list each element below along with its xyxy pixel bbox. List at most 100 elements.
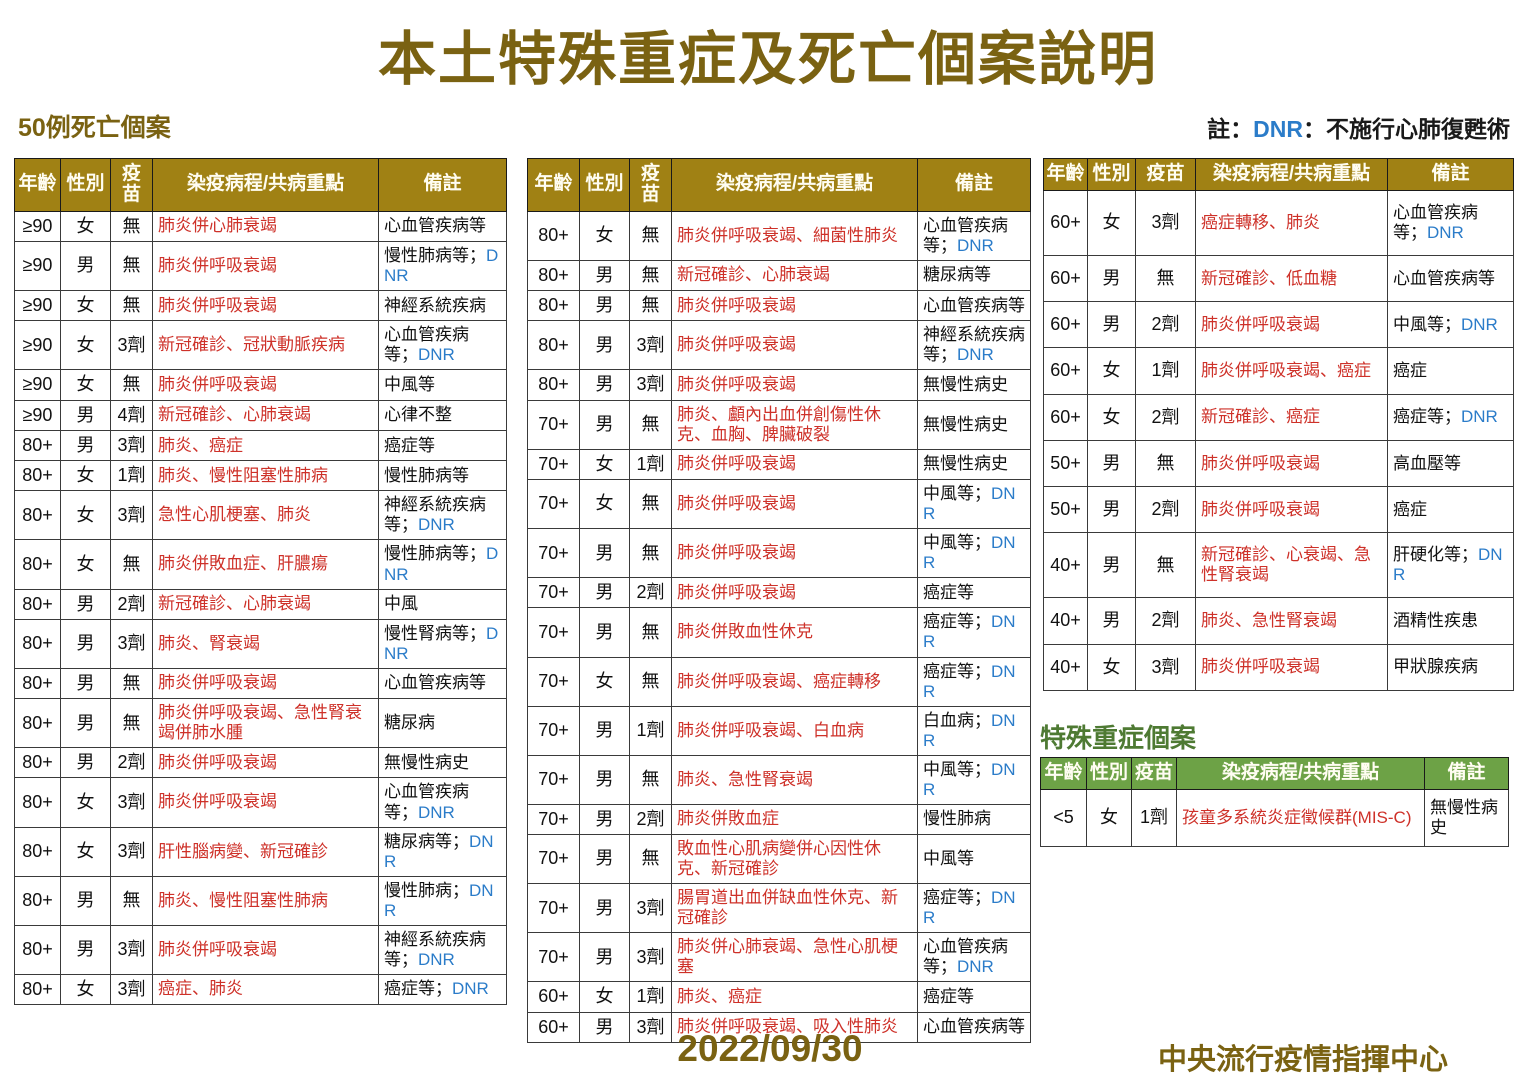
- table-row: 70+ 男 3劑 肺炎併心肺衰竭、急性心肌梗塞 心血管疾病等；DNR: [527, 932, 1031, 983]
- table-row: 60+ 女 1劑 肺炎併呼吸衰竭、癌症 癌症: [1043, 347, 1514, 395]
- course-cell: 肺炎、顱內出血併創傷性休克、血胸、脾臟破裂: [671, 399, 918, 450]
- note-cell: 癌症等: [917, 981, 1031, 1013]
- note-cell: 神經系統疾病: [378, 290, 507, 322]
- vaccine-cell: 無: [629, 754, 672, 805]
- vaccine-cell: 無: [110, 698, 153, 749]
- sex-cell: 女: [579, 478, 630, 530]
- course-cell: 肺炎併呼吸衰竭、白血病: [671, 705, 918, 756]
- sex-cell: 女: [60, 777, 111, 828]
- course-cell: 肺炎併呼吸衰竭: [1195, 439, 1388, 488]
- note-cell: 糖尿病: [378, 698, 507, 749]
- sex-cell: 女: [60, 973, 111, 1006]
- table-row: 70+ 男 2劑 肺炎併敗血症 慢性肺病: [527, 803, 1031, 836]
- age-cell: 40+: [1043, 532, 1088, 599]
- age-cell: 80+: [14, 747, 61, 779]
- note-cell: 慢性肺病: [917, 803, 1031, 836]
- course-cell: 肺炎併呼吸衰竭: [1195, 486, 1388, 534]
- sex-cell: 男: [1087, 439, 1136, 488]
- age-cell: 70+: [527, 656, 580, 707]
- age-cell: 60+: [1043, 301, 1088, 349]
- sex-cell: 男: [60, 618, 111, 669]
- dnr-note-prefix: 註：: [1207, 116, 1254, 142]
- course-cell: 肺炎併呼吸衰竭: [152, 290, 379, 322]
- course-cell: 肺炎併呼吸衰竭、吸入性肺炎: [671, 1011, 918, 1043]
- age-cell: 80+: [14, 539, 61, 590]
- age-cell: 70+: [527, 705, 580, 756]
- age-cell: 70+: [527, 932, 580, 983]
- age-cell: 70+: [527, 478, 580, 530]
- age-cell: 60+: [527, 1011, 580, 1043]
- course-cell: 癌症轉移、肺炎: [1195, 189, 1388, 256]
- course-cell: 肺炎併呼吸衰竭: [152, 777, 379, 828]
- table-row: ≥90 女無肺炎併心肺衰竭 心血管疾病等: [14, 210, 507, 243]
- note-cell: 無慢性病史: [917, 369, 1031, 401]
- vaccine-cell: 無: [1135, 439, 1196, 488]
- course-cell: 肺炎併呼吸衰竭: [1195, 301, 1388, 349]
- vaccine-cell: 3劑: [110, 618, 153, 669]
- dnr-label: DNR: [418, 802, 455, 822]
- table-row: 60+ 男 2劑 肺炎併呼吸衰竭 中風等；DNR: [1043, 301, 1514, 349]
- note-cell: 慢性肺病等；DNR: [378, 241, 507, 292]
- sex-cell: 男: [579, 577, 630, 609]
- course-cell: 新冠確診、低血糖: [1195, 254, 1388, 303]
- note-cell: 酒精性疾患: [1387, 597, 1514, 645]
- sex-cell: 女: [1087, 347, 1136, 395]
- vaccine-cell: 無: [110, 667, 153, 700]
- column-header: 備註: [378, 158, 507, 212]
- note-cell: 高血壓等: [1387, 439, 1514, 488]
- column-header: 染疫病程/共病重點: [1195, 158, 1388, 191]
- course-cell: 新冠確診、冠狀動脈疾病: [152, 320, 379, 371]
- age-cell: 80+: [527, 210, 580, 261]
- table-row: 50+ 男無肺炎併呼吸衰竭 高血壓等: [1043, 439, 1514, 488]
- course-cell: 肺炎併呼吸衰竭: [152, 747, 379, 779]
- death-table-middle: 年齡 性別 疫苗 染疫病程/共病重點 備註 80+ 女無肺炎併呼吸衰竭、細菌性肺炎 心血管疾病…: [527, 158, 1031, 1043]
- dnr-label: DNR: [923, 888, 1016, 928]
- sex-cell: 男: [579, 399, 630, 450]
- sex-cell: 男: [579, 754, 630, 805]
- note-cell: 無慢性病史: [917, 448, 1031, 481]
- course-cell: 肺炎、癌症: [671, 981, 918, 1013]
- course-cell: 肺炎併呼吸衰竭: [671, 577, 918, 609]
- course-cell: 肺炎併敗血性休克: [671, 607, 918, 658]
- table-row: 60+ 男 3劑 肺炎併呼吸衰竭、吸入性肺炎 心血管疾病等: [527, 1011, 1031, 1043]
- age-cell: 50+: [1043, 439, 1088, 488]
- column-header: 染疫病程/共病重點: [671, 158, 918, 212]
- vaccine-cell: 2劑: [629, 803, 672, 836]
- sex-cell: 女: [579, 981, 630, 1013]
- note-cell: 糖尿病等；DNR: [378, 826, 507, 877]
- vaccine-cell: 3劑: [110, 973, 153, 1006]
- note-cell: 中風等；DNR: [917, 754, 1031, 805]
- age-cell: 70+: [527, 399, 580, 450]
- course-cell: 肺炎併心肺衰竭、急性心肌梗塞: [671, 932, 918, 983]
- table-row: 70+ 男 1劑 肺炎併呼吸衰竭、白血病 白血病；DNR: [527, 705, 1031, 756]
- column-header: 染疫病程/共病重點: [1176, 757, 1425, 790]
- age-cell: 70+: [527, 803, 580, 836]
- course-cell: 肺炎併呼吸衰竭、急性腎衰竭併肺水腫: [152, 698, 379, 749]
- course-cell: 肺炎併呼吸衰竭: [152, 667, 379, 700]
- vaccine-cell: 3劑: [1135, 189, 1196, 256]
- note-cell: 癌症等；DNR: [1387, 393, 1514, 441]
- dnr-label: DNR: [923, 710, 1016, 750]
- age-cell: 80+: [14, 429, 61, 462]
- age-cell: 60+: [1043, 254, 1088, 303]
- course-cell: 肝性腦病變、新冠確診: [152, 826, 379, 877]
- note-cell: 心血管疾病等；DNR: [378, 320, 507, 371]
- table-row: 80+ 男 2劑 新冠確診、心肺衰竭 中風: [14, 588, 507, 620]
- vaccine-cell: 無: [110, 369, 153, 401]
- dnr-note: 註：DNR：不施行心肺復甦術: [1207, 110, 1510, 144]
- age-cell: 80+: [14, 618, 61, 669]
- table-row: 40+ 男無新冠確診、心衰竭、急性腎衰竭 肝硬化等；DNR: [1043, 532, 1514, 599]
- sex-cell: 男: [1087, 597, 1136, 645]
- course-cell: 肺炎、癌症: [152, 429, 379, 462]
- sex-cell: 男: [579, 607, 630, 658]
- column-header: 年齡: [14, 158, 61, 212]
- vaccine-cell: 無: [110, 290, 153, 322]
- vaccine-cell: 3劑: [110, 924, 153, 975]
- sex-cell: 女: [60, 490, 111, 541]
- sex-cell: 男: [579, 369, 630, 401]
- column-header: 疫苗: [110, 158, 153, 212]
- course-cell: 腸胃道出血併缺血性休克、新冠確診: [671, 883, 918, 934]
- table-row: 80+ 男 2劑 肺炎併呼吸衰竭 無慢性病史: [14, 747, 507, 779]
- vaccine-cell: 3劑: [110, 429, 153, 462]
- age-cell: 70+: [527, 834, 580, 885]
